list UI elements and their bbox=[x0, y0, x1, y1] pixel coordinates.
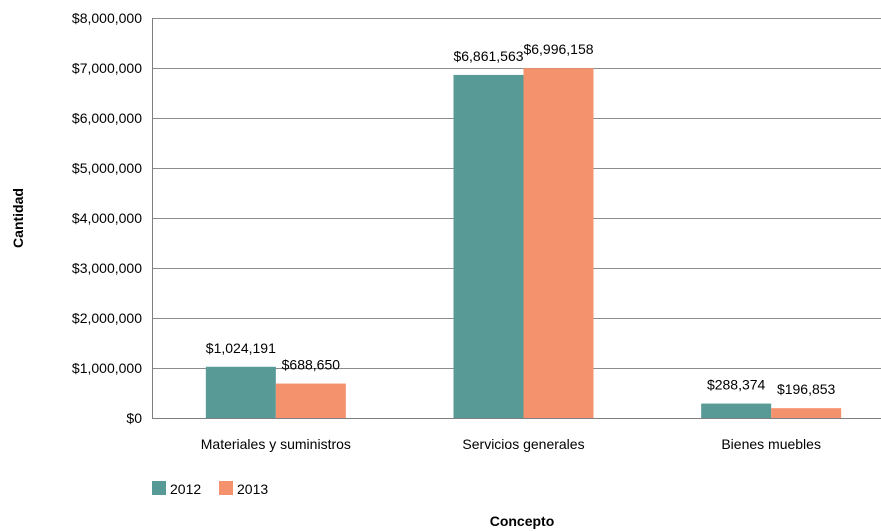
bar bbox=[275, 383, 346, 418]
x-tick-label: Servicios generales bbox=[462, 436, 584, 452]
legend-label: 2012 bbox=[170, 481, 201, 497]
y-tick-label: $1,000,000 bbox=[72, 360, 142, 376]
bar bbox=[771, 408, 842, 418]
bar bbox=[523, 68, 594, 418]
data-label: $288,374 bbox=[707, 377, 766, 393]
x-tick-label: Bienes muebles bbox=[721, 436, 821, 452]
legend-label: 2013 bbox=[237, 481, 268, 497]
data-label: $6,861,563 bbox=[453, 48, 523, 64]
y-tick-label: $4,000,000 bbox=[72, 210, 142, 226]
x-axis-title: Concepto bbox=[490, 513, 555, 529]
bar bbox=[701, 403, 772, 418]
bar bbox=[453, 74, 524, 419]
y-tick-label: $0 bbox=[126, 410, 142, 426]
data-label: $196,853 bbox=[777, 381, 836, 397]
legend-swatch bbox=[152, 481, 166, 495]
data-label: $1,024,191 bbox=[206, 340, 276, 356]
y-tick-label: $6,000,000 bbox=[72, 110, 142, 126]
data-label: $6,996,158 bbox=[523, 41, 593, 57]
y-tick-label: $5,000,000 bbox=[72, 160, 142, 176]
x-tick-label: Materiales y suministros bbox=[201, 436, 351, 452]
legend-swatch bbox=[219, 481, 233, 495]
y-tick-label: $2,000,000 bbox=[72, 310, 142, 326]
y-tick-label: $7,000,000 bbox=[72, 60, 142, 76]
bar bbox=[205, 366, 276, 418]
data-label: $688,650 bbox=[282, 357, 341, 373]
y-axis-title: Cantidad bbox=[10, 188, 26, 248]
y-tick-label: $8,000,000 bbox=[72, 10, 142, 26]
y-tick-label: $3,000,000 bbox=[72, 260, 142, 276]
